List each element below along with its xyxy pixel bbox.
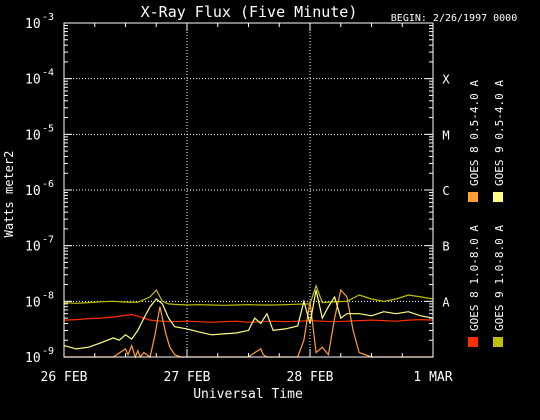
legend-swatch	[468, 337, 478, 347]
legend-label: GOES 8 0.5-4.0 A	[468, 80, 481, 186]
y-tick-exponent: -9	[42, 346, 54, 357]
y-tick-label: 10	[25, 17, 41, 32]
legend-label: GOES 9 1.0-8.0 A	[493, 225, 506, 331]
y-tick-label: 10	[25, 295, 41, 310]
flare-class-label: X	[442, 73, 450, 87]
y-tick-exponent: -8	[42, 290, 54, 301]
series-line-goes-9-0-5-4-0-a	[63, 289, 434, 350]
series-line-goes-8-1-0-8-0-a	[63, 313, 434, 323]
y-tick-label: 10	[25, 184, 41, 199]
legend-label: GOES 9 0.5-4.0 A	[493, 80, 506, 186]
legend-entry: GOES 8 0.5-4.0 A	[468, 80, 481, 202]
y-tick-label: 10	[25, 240, 41, 255]
flare-class-label: C	[442, 184, 449, 198]
legend-entry: GOES 9 1.0-8.0 A	[493, 225, 506, 347]
grid-lines	[64, 23, 433, 357]
y-tick-label: 10	[25, 128, 41, 143]
flare-class-label: M	[442, 128, 449, 142]
legend: GOES 8 1.0-8.0 A GOES 8 0.5-4.0 A GOES 9 1…	[468, 80, 506, 347]
flare-class-label: A	[442, 295, 450, 309]
x-axis-label: Universal Time	[193, 387, 303, 402]
flare-class-label: B	[442, 240, 449, 254]
series-line-goes-9-1-0-8-0-a	[63, 283, 434, 306]
y-tick-exponent: -7	[42, 235, 54, 246]
y-axis-label: Watts meter2	[2, 151, 16, 238]
axis-ticks	[63, 22, 434, 358]
plot-frame	[63, 22, 434, 358]
y-tick-label: 10	[25, 351, 41, 366]
x-tick-label: 27 FEB	[164, 370, 211, 385]
series-lines	[63, 283, 434, 359]
y-tick-exponent: -4	[42, 68, 54, 79]
chart-title: X-Ray Flux (Five Minute)	[141, 3, 358, 21]
legend-swatch	[493, 192, 503, 202]
legend-swatch	[493, 337, 503, 347]
axis-tick-labels: 10-910-810-710-610-510-410 -326 FEB 27 FEB…	[25, 12, 453, 385]
legend-swatch	[468, 192, 478, 202]
legend-entry: GOES 8 1.0-8.0 A	[468, 225, 481, 347]
legend-label: GOES 8 1.0-8.0 A	[468, 225, 481, 331]
x-tick-label: 28 FEB	[287, 370, 334, 385]
y-tick-exponent: -3	[42, 12, 54, 23]
legend-entry: GOES 9 0.5-4.0 A	[493, 80, 506, 202]
y-tick-exponent: -5	[42, 123, 54, 134]
y-tick-exponent: -6	[42, 179, 54, 190]
begin-label: BEGIN: 2/26/1997 0000	[391, 13, 517, 24]
x-tick-label: 1 MAR	[413, 370, 452, 385]
x-tick-label: 26 FEB	[41, 370, 88, 385]
y-tick-label: 10	[25, 73, 41, 88]
